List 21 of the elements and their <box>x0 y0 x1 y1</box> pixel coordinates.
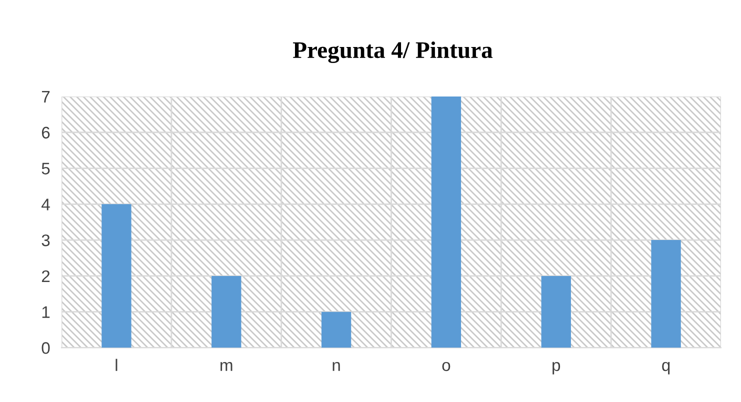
y-tick-label: 4 <box>42 198 50 210</box>
y-tick-label: 3 <box>42 234 50 246</box>
x-tick-label: q <box>662 362 670 374</box>
bar <box>431 96 462 348</box>
x-tick-label: o <box>442 362 450 372</box>
y-tick-label: 6 <box>42 126 50 139</box>
y-tick-label: 5 <box>42 162 50 174</box>
bar <box>541 276 571 348</box>
x-tick-label: p <box>552 362 560 374</box>
y-tick-label: 2 <box>42 270 50 282</box>
bar <box>102 204 132 348</box>
bar <box>651 240 681 348</box>
y-tick-label: 1 <box>42 306 50 318</box>
x-tick-label: n <box>332 362 340 371</box>
y-tick-label: 0 <box>42 342 50 354</box>
y-tick-label: 7 <box>42 91 50 103</box>
bar <box>321 312 352 348</box>
chart-title: Pregunta 4/ Pintura <box>293 41 493 64</box>
x-tick-label: m <box>220 362 232 371</box>
x-tick-label: l <box>116 358 118 371</box>
bar <box>212 276 242 348</box>
